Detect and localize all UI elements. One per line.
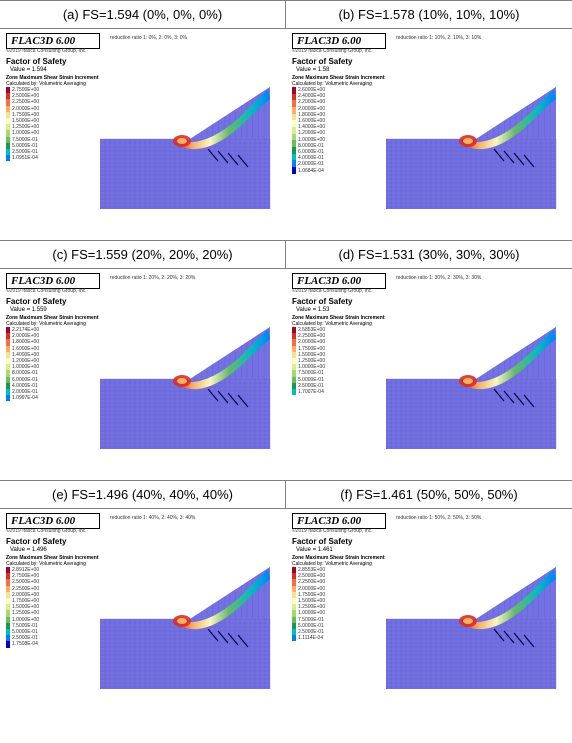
fos-value: Value = 1.53	[296, 307, 329, 313]
panel-4: FLAC3D 6.00 ©2019 Itasca Consulting Grou…	[0, 509, 286, 720]
panel-caption: (b) FS=1.578 (10%, 10%, 10%)	[286, 0, 572, 29]
copyright-text: ©2019 Itasca Consulting Group, Inc.	[292, 288, 373, 294]
panel-5: FLAC3D 6.00 ©2019 Itasca Consulting Grou…	[286, 509, 572, 720]
copyright-text: ©2019 Itasca Consulting Group, Inc.	[6, 528, 87, 534]
software-logo: FLAC3D 6.00	[292, 33, 386, 49]
reduction-ratio-text: reduction ratio 1: 30%, 2: 30%, 3: 30%	[396, 275, 481, 281]
software-logo: FLAC3D 6.00	[6, 273, 100, 289]
fos-value: Value = 1.461	[296, 547, 333, 553]
software-logo: FLAC3D 6.00	[292, 513, 386, 529]
copyright-text: ©2019 Itasca Consulting Group, Inc.	[292, 528, 373, 534]
copyright-text: ©2019 Itasca Consulting Group, Inc.	[6, 48, 87, 54]
simulation-contour	[386, 79, 566, 209]
simulation-contour	[100, 559, 280, 689]
strain-heading: Zone Maximum Shear Strain IncrementCalcu…	[292, 75, 385, 87]
reduction-ratio-text: reduction ratio 1: 20%, 2: 20%, 3: 20%	[110, 275, 195, 281]
simulation-contour	[100, 319, 280, 449]
strain-heading: Zone Maximum Shear Strain IncrementCalcu…	[6, 555, 99, 567]
fos-value: Value = 1.58	[296, 67, 329, 73]
strain-heading: Zone Maximum Shear Strain IncrementCalcu…	[6, 315, 99, 327]
reduction-ratio-text: reduction ratio 1: 0%, 2: 0%, 3: 0%	[110, 35, 187, 41]
software-logo: FLAC3D 6.00	[6, 513, 100, 529]
simulation-contour	[386, 559, 566, 689]
fos-value: Value = 1.496	[10, 547, 47, 553]
software-logo: FLAC3D 6.00	[292, 273, 386, 289]
simulation-contour	[100, 79, 280, 209]
strain-heading: Zone Maximum Shear Strain IncrementCalcu…	[6, 75, 99, 87]
strain-heading: Zone Maximum Shear Strain IncrementCalcu…	[292, 315, 385, 327]
fos-value: Value = 1.559	[10, 307, 47, 313]
color-legend: 2.7500E+002.5000E+002.2500E+002.0000E+00…	[6, 87, 39, 161]
strain-heading: Zone Maximum Shear Strain IncrementCalcu…	[292, 555, 385, 567]
color-legend: 2.6000E+002.4000E+002.2000E+002.0000E+00…	[292, 87, 325, 174]
panel-1: FLAC3D 6.00 ©2019 Itasca Consulting Grou…	[286, 29, 572, 240]
color-legend: 2.8912E+002.7500E+002.5000E+002.2500E+00…	[6, 567, 39, 648]
fos-heading: Factor of Safety	[292, 537, 352, 546]
panel-0: FLAC3D 6.00 ©2019 Itasca Consulting Grou…	[0, 29, 286, 240]
panel-caption: (a) FS=1.594 (0%, 0%, 0%)	[0, 0, 286, 29]
color-legend: 2.8553E+002.5000E+002.2500E+002.0000E+00…	[292, 567, 325, 641]
copyright-text: ©2019 Itasca Consulting Group, Inc.	[6, 288, 87, 294]
panel-caption: (f) FS=1.461 (50%, 50%, 50%)	[286, 480, 572, 509]
panel-caption: (e) FS=1.496 (40%, 40%, 40%)	[0, 480, 286, 509]
fos-heading: Factor of Safety	[292, 57, 352, 66]
panel-2: FLAC3D 6.00 ©2019 Itasca Consulting Grou…	[0, 269, 286, 480]
copyright-text: ©2019 Itasca Consulting Group, Inc.	[292, 48, 373, 54]
simulation-contour	[386, 319, 566, 449]
fos-heading: Factor of Safety	[6, 537, 66, 546]
fos-value: Value = 1.594	[10, 67, 47, 73]
fos-heading: Factor of Safety	[6, 297, 66, 306]
reduction-ratio-text: reduction ratio 1: 10%, 2: 10%, 3: 10%	[396, 35, 481, 41]
reduction-ratio-text: reduction ratio 1: 40%, 2: 40%, 3: 40%	[110, 515, 195, 521]
panel-caption: (c) FS=1.559 (20%, 20%, 20%)	[0, 240, 286, 269]
color-legend: 2.5853E+002.2500E+002.0000E+001.7500E+00…	[292, 327, 325, 395]
software-logo: FLAC3D 6.00	[6, 33, 100, 49]
fos-heading: Factor of Safety	[6, 57, 66, 66]
color-legend: 2.2174E+002.0000E+001.8000E+001.6000E+00…	[6, 327, 39, 401]
panel-caption: (d) FS=1.531 (30%, 30%, 30%)	[286, 240, 572, 269]
reduction-ratio-text: reduction ratio 1: 50%, 2: 50%, 3: 50%	[396, 515, 481, 521]
fos-heading: Factor of Safety	[292, 297, 352, 306]
panel-3: FLAC3D 6.00 ©2019 Itasca Consulting Grou…	[286, 269, 572, 480]
